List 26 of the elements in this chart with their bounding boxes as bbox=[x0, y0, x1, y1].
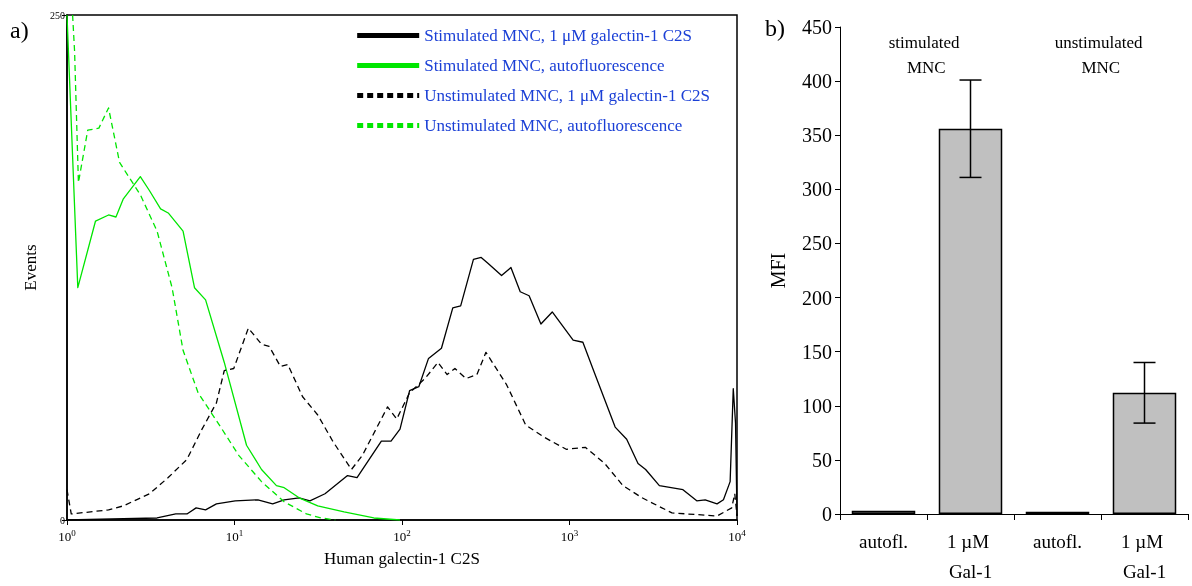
x-tick-label: autofl. bbox=[858, 530, 909, 552]
text: b) bbox=[765, 15, 785, 41]
x-axis-title: Human galectin-1 C2S bbox=[324, 549, 480, 568]
y-tick-label: 450 bbox=[802, 16, 832, 38]
legend-label: Stimulated MNC, autofluorescence bbox=[424, 56, 665, 75]
y-tick-label: 200 bbox=[802, 286, 832, 309]
y-tick-label: 350 bbox=[802, 124, 832, 147]
y-tick-label: 150 bbox=[802, 340, 832, 363]
y-tick-label: 50 bbox=[812, 448, 832, 471]
annotation: stimulated MNC bbox=[888, 33, 964, 77]
y-tick-label: 250 bbox=[802, 232, 832, 255]
legend-label: Unstimulated MNC, 1 μM galectin-1 C2S bbox=[424, 86, 711, 105]
legend-label: Unstimulated MNC, autofluorescence bbox=[424, 116, 683, 135]
legend-label: Stimulated MNC, 1 μM galectin-1 C2S bbox=[424, 26, 693, 45]
y-tick-label: 250 bbox=[50, 9, 65, 21]
y-tick-label: 300 bbox=[802, 178, 832, 201]
annotation: unstimulated MNC bbox=[1054, 33, 1147, 77]
y-tick-label: 0 bbox=[822, 503, 832, 525]
x-tick-label: 1 µM Gal-1 bbox=[1121, 530, 1168, 582]
y-axis-title: MFI bbox=[767, 252, 789, 289]
x-tick-label: autofl. bbox=[1032, 530, 1083, 552]
text: a) bbox=[10, 17, 29, 43]
y-axis-title: Events bbox=[21, 244, 41, 291]
x-tick-label: 1 µM Gal-1 bbox=[947, 530, 994, 582]
y-tick-label: 100 bbox=[802, 394, 832, 417]
y-tick-label: 400 bbox=[802, 70, 832, 93]
